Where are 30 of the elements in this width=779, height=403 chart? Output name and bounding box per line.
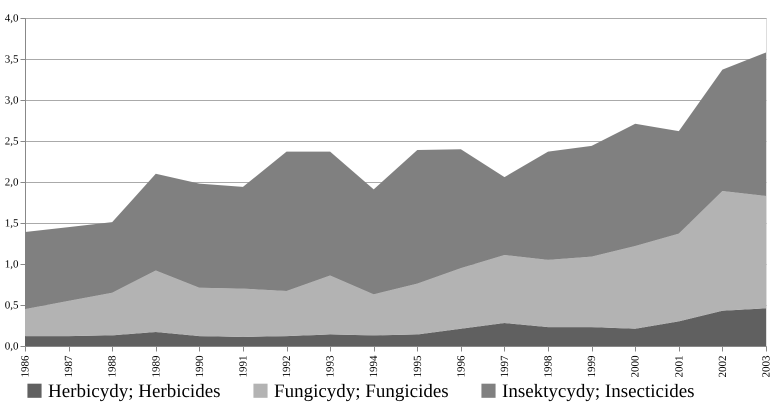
x-tick-label: 1993 [324,355,337,378]
y-tick-label: 2,5 [4,136,19,148]
x-tick-label: 1998 [542,355,555,378]
x-tick-label: 2000 [630,355,642,378]
x-tick-label: 1996 [455,355,468,378]
x-tick-label: 1997 [498,355,511,378]
y-tick-label: 1,0 [4,258,19,270]
x-tick-label: 1991 [237,356,250,378]
x-tick-label: 1989 [150,355,162,378]
x-tick-label: 1992 [281,356,294,378]
x-tick-label: 1986 [20,355,32,378]
x-tick-label: 1987 [63,355,76,378]
x-tick-label: 1994 [368,355,380,378]
y-tick-label: 1,5 [4,218,19,230]
y-tick-label: 0,0 [4,340,19,352]
y-tick-label: 2,0 [4,176,19,188]
y-tick-label: 4,0 [4,12,19,24]
y-tick-label: 3,0 [4,94,19,106]
x-tick-label: 1988 [106,355,119,378]
x-tick-label: 2001 [673,356,686,378]
legend-label: Insektycydy; Insecticides [502,380,695,402]
x-tick-label: 2003 [760,355,772,378]
y-tick-label: 3,5 [4,54,19,66]
x-tick-label: 2002 [716,356,729,378]
x-tick-label: 1995 [412,355,424,378]
x-tick-label: 1990 [194,355,206,378]
legend-label: Herbicydy; Herbicides [48,380,221,402]
y-tick-label: 0,5 [4,300,19,312]
x-tick-label: 1999 [586,355,598,378]
legend-label: Fungicydy; Fungicides [274,380,449,402]
